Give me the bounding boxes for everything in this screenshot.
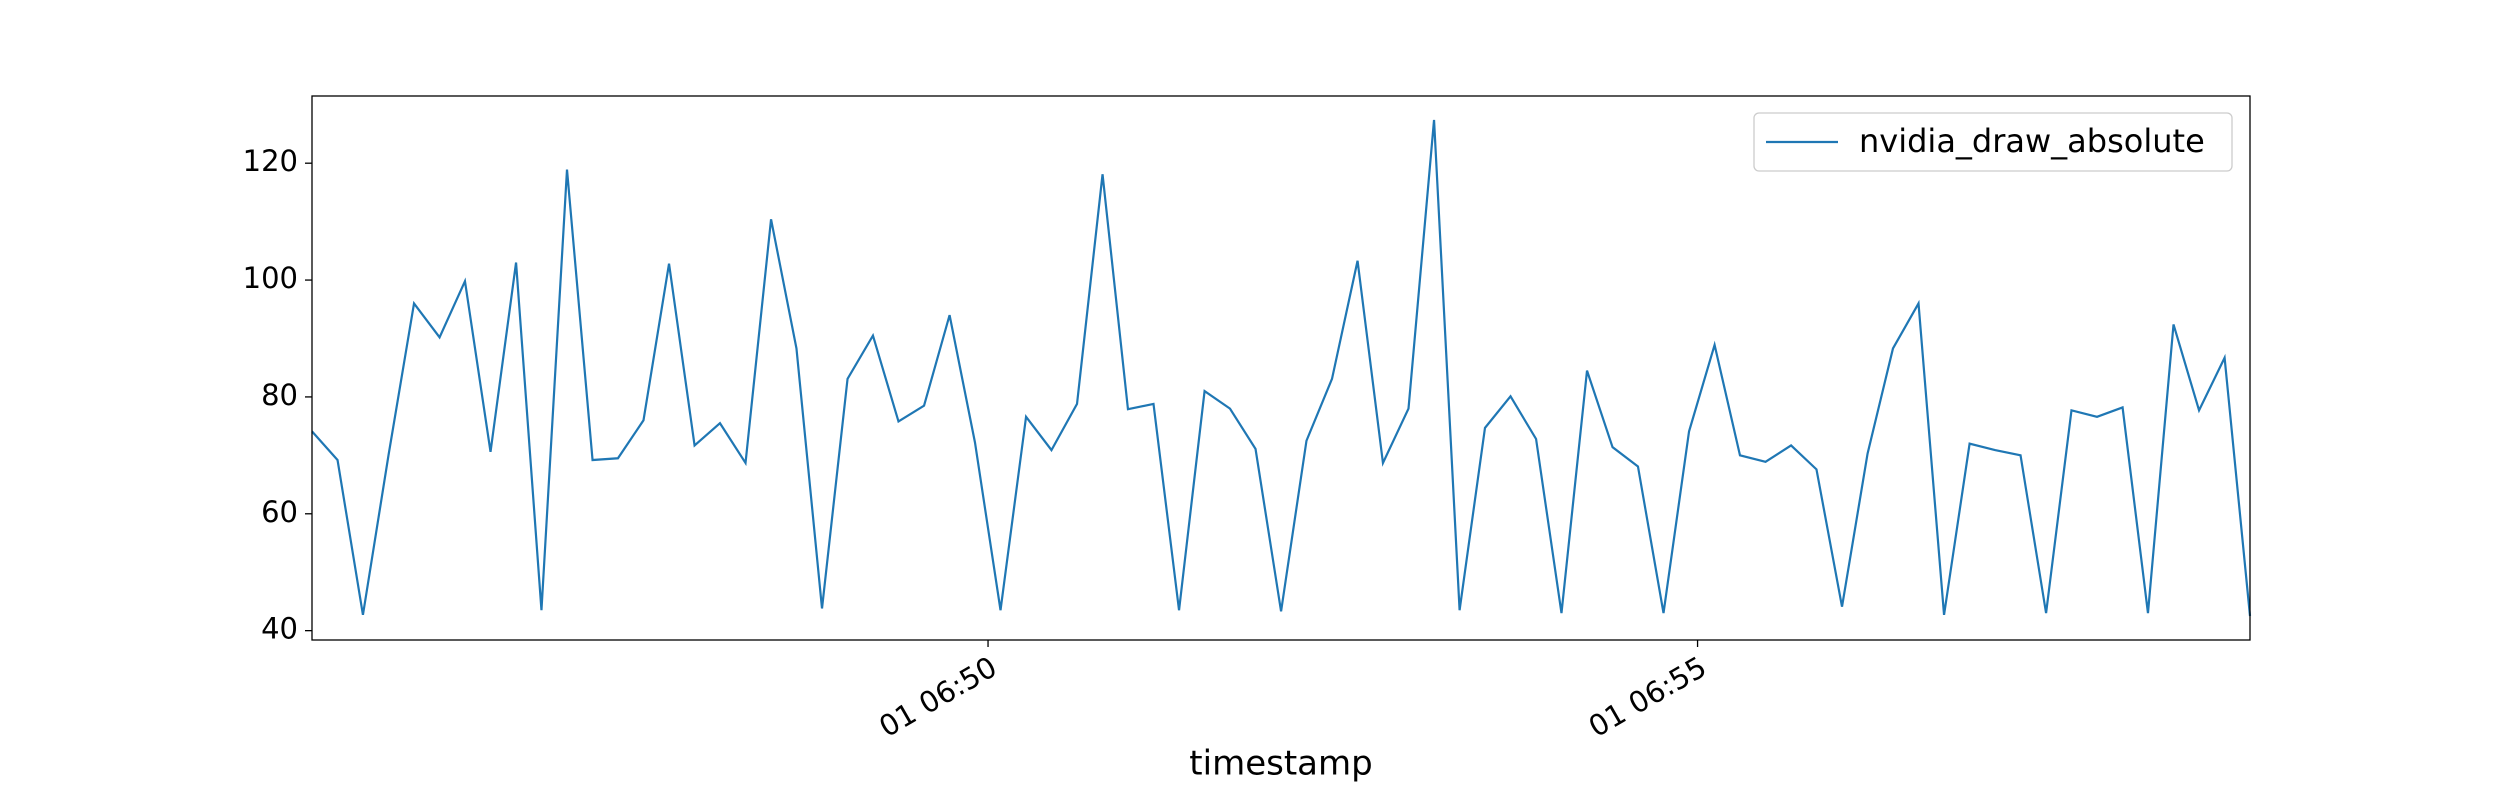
legend-label: nvidia_draw_absolute	[1859, 122, 2205, 160]
y-tick-label: 60	[261, 495, 298, 529]
y-tick-label: 100	[243, 261, 298, 295]
y-tick-label: 80	[261, 378, 298, 412]
y-tick-label: 40	[261, 612, 298, 646]
y-tick-label: 120	[243, 144, 298, 178]
legend-box	[1753, 112, 2233, 172]
plot-frame	[311, 95, 2251, 641]
x-tick-label: 01 06:55	[1583, 650, 1712, 744]
data-line	[311, 119, 2252, 617]
x-axis-label: timestamp	[1189, 744, 1372, 784]
x-tick-label: 01 06:50	[873, 650, 1002, 744]
